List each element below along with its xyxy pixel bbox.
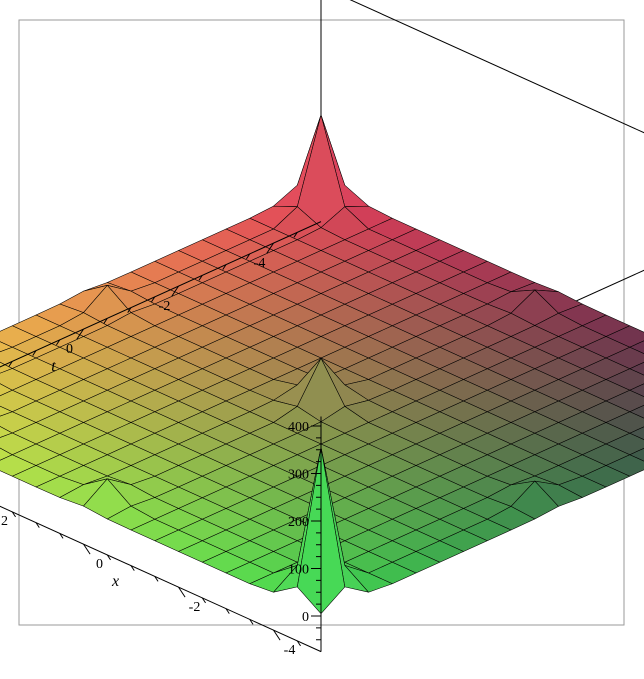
t-major-tick — [266, 242, 274, 254]
t-minor-tick — [56, 339, 61, 346]
x-minor-tick — [201, 597, 206, 604]
x-tick-label: -4 — [284, 643, 296, 658]
surface-patch — [0, 426, 13, 438]
box-edge — [349, 0, 644, 134]
t-minor-tick — [222, 264, 227, 270]
t-minor-tick — [127, 307, 132, 313]
x-axis-label: x — [111, 573, 119, 590]
z-tick-label: 300 — [288, 468, 309, 483]
x-minor-tick — [154, 576, 159, 582]
surface-patch — [0, 361, 13, 374]
t-tick-label: -2 — [159, 299, 171, 314]
x-minor-tick — [35, 522, 40, 528]
x-minor-tick — [249, 619, 254, 625]
x-tick-label: 0 — [96, 557, 103, 572]
x-major-tick — [178, 586, 186, 598]
x-tick-label: -2 — [189, 600, 201, 615]
t-major-tick — [171, 285, 179, 297]
x-minor-tick — [11, 511, 16, 518]
z-tick-label: 200 — [288, 515, 309, 530]
t-minor-tick — [151, 296, 156, 303]
surface-patch — [0, 383, 13, 397]
surface-patch — [0, 405, 13, 417]
t-major-tick — [76, 328, 84, 340]
t-minor-tick — [32, 350, 37, 356]
x-major-tick — [273, 629, 281, 641]
z-tick-label: 100 — [288, 563, 309, 578]
x-minor-tick — [59, 533, 64, 539]
surface-patch — [0, 341, 13, 353]
surface-mesh — [0, 114, 644, 614]
x-major-tick — [83, 543, 91, 555]
x-minor-tick — [106, 554, 111, 561]
x-minor-tick — [130, 565, 135, 571]
x-minor-tick — [225, 608, 230, 614]
t-minor-tick — [293, 232, 298, 238]
t-minor-tick — [198, 275, 203, 281]
x-minor-tick — [296, 640, 301, 647]
t-axis-label: t — [51, 358, 56, 375]
z-tick-label: 0 — [302, 610, 309, 625]
t-minor-tick — [103, 318, 108, 324]
t-minor-tick — [246, 253, 251, 260]
t-tick-label: 0 — [66, 342, 73, 357]
t-minor-tick — [8, 361, 13, 367]
t-tick-label: -4 — [254, 256, 266, 271]
z-tick-label: 400 — [288, 420, 309, 435]
surface-patch — [0, 447, 13, 461]
x-tick-label: 2 — [1, 514, 8, 529]
